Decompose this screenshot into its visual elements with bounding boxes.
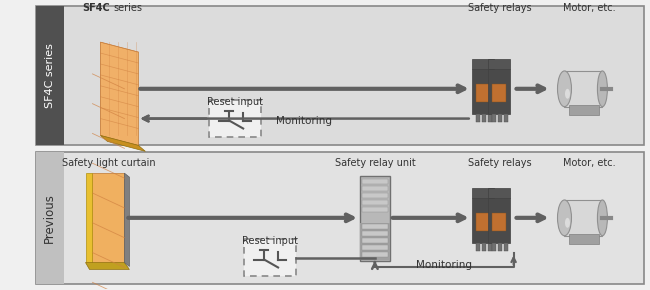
Bar <box>488 59 510 69</box>
Bar <box>476 213 489 231</box>
FancyBboxPatch shape <box>209 100 261 137</box>
Text: Safety relays: Safety relays <box>468 158 532 168</box>
Bar <box>36 152 644 284</box>
Bar <box>362 238 388 243</box>
Bar <box>472 198 493 243</box>
Ellipse shape <box>597 71 607 107</box>
Bar <box>362 231 388 236</box>
Bar <box>569 105 599 115</box>
Text: Reset input: Reset input <box>242 236 298 246</box>
Bar <box>360 223 390 260</box>
Ellipse shape <box>558 71 571 107</box>
Text: Previous: Previous <box>43 193 56 243</box>
Bar <box>498 114 502 122</box>
Bar <box>362 193 388 198</box>
Ellipse shape <box>565 218 570 228</box>
Bar <box>360 176 390 260</box>
Text: Monitoring: Monitoring <box>276 116 332 126</box>
Text: Monitoring: Monitoring <box>416 260 472 271</box>
Polygon shape <box>124 173 129 267</box>
Text: Motor, etc.: Motor, etc. <box>563 3 616 13</box>
Bar <box>504 243 508 251</box>
Bar <box>488 243 491 251</box>
Bar <box>362 224 388 229</box>
Bar <box>362 179 388 184</box>
Bar <box>504 114 508 122</box>
Bar <box>362 186 388 191</box>
Bar <box>498 243 502 251</box>
Bar <box>564 71 603 107</box>
Bar <box>491 213 506 231</box>
Bar <box>476 84 489 102</box>
FancyBboxPatch shape <box>244 239 296 276</box>
Text: Reset input: Reset input <box>207 97 263 107</box>
Bar <box>36 152 64 284</box>
Bar <box>86 173 92 262</box>
Ellipse shape <box>565 89 570 99</box>
Polygon shape <box>101 42 138 145</box>
Bar <box>569 234 599 244</box>
Bar <box>488 69 510 114</box>
Bar <box>472 69 493 114</box>
Text: SF4C: SF4C <box>83 3 110 13</box>
Bar <box>476 114 480 122</box>
Bar <box>362 207 388 212</box>
Polygon shape <box>86 262 129 269</box>
Polygon shape <box>101 135 146 151</box>
Bar <box>362 200 388 205</box>
Text: Safety relays: Safety relays <box>468 3 532 13</box>
Text: Safety light curtain: Safety light curtain <box>62 158 155 168</box>
Ellipse shape <box>558 200 571 236</box>
Bar <box>482 114 486 122</box>
Ellipse shape <box>597 200 607 236</box>
Bar <box>36 6 64 145</box>
Bar <box>488 188 510 198</box>
Bar <box>488 114 491 122</box>
Bar <box>362 252 388 257</box>
Bar <box>472 188 493 198</box>
Text: Motor, etc.: Motor, etc. <box>563 158 616 168</box>
Text: SF4C series: SF4C series <box>45 44 55 108</box>
Bar <box>362 245 388 250</box>
Bar <box>92 173 124 262</box>
Bar <box>472 59 493 69</box>
Bar <box>476 243 480 251</box>
Bar <box>491 84 506 102</box>
Bar <box>564 200 603 236</box>
Bar <box>488 198 510 243</box>
Bar <box>491 114 496 122</box>
Text: Safety relay unit: Safety relay unit <box>335 158 415 168</box>
Bar <box>36 6 644 145</box>
Bar <box>491 243 496 251</box>
Text: series: series <box>114 3 142 13</box>
Bar <box>482 243 486 251</box>
